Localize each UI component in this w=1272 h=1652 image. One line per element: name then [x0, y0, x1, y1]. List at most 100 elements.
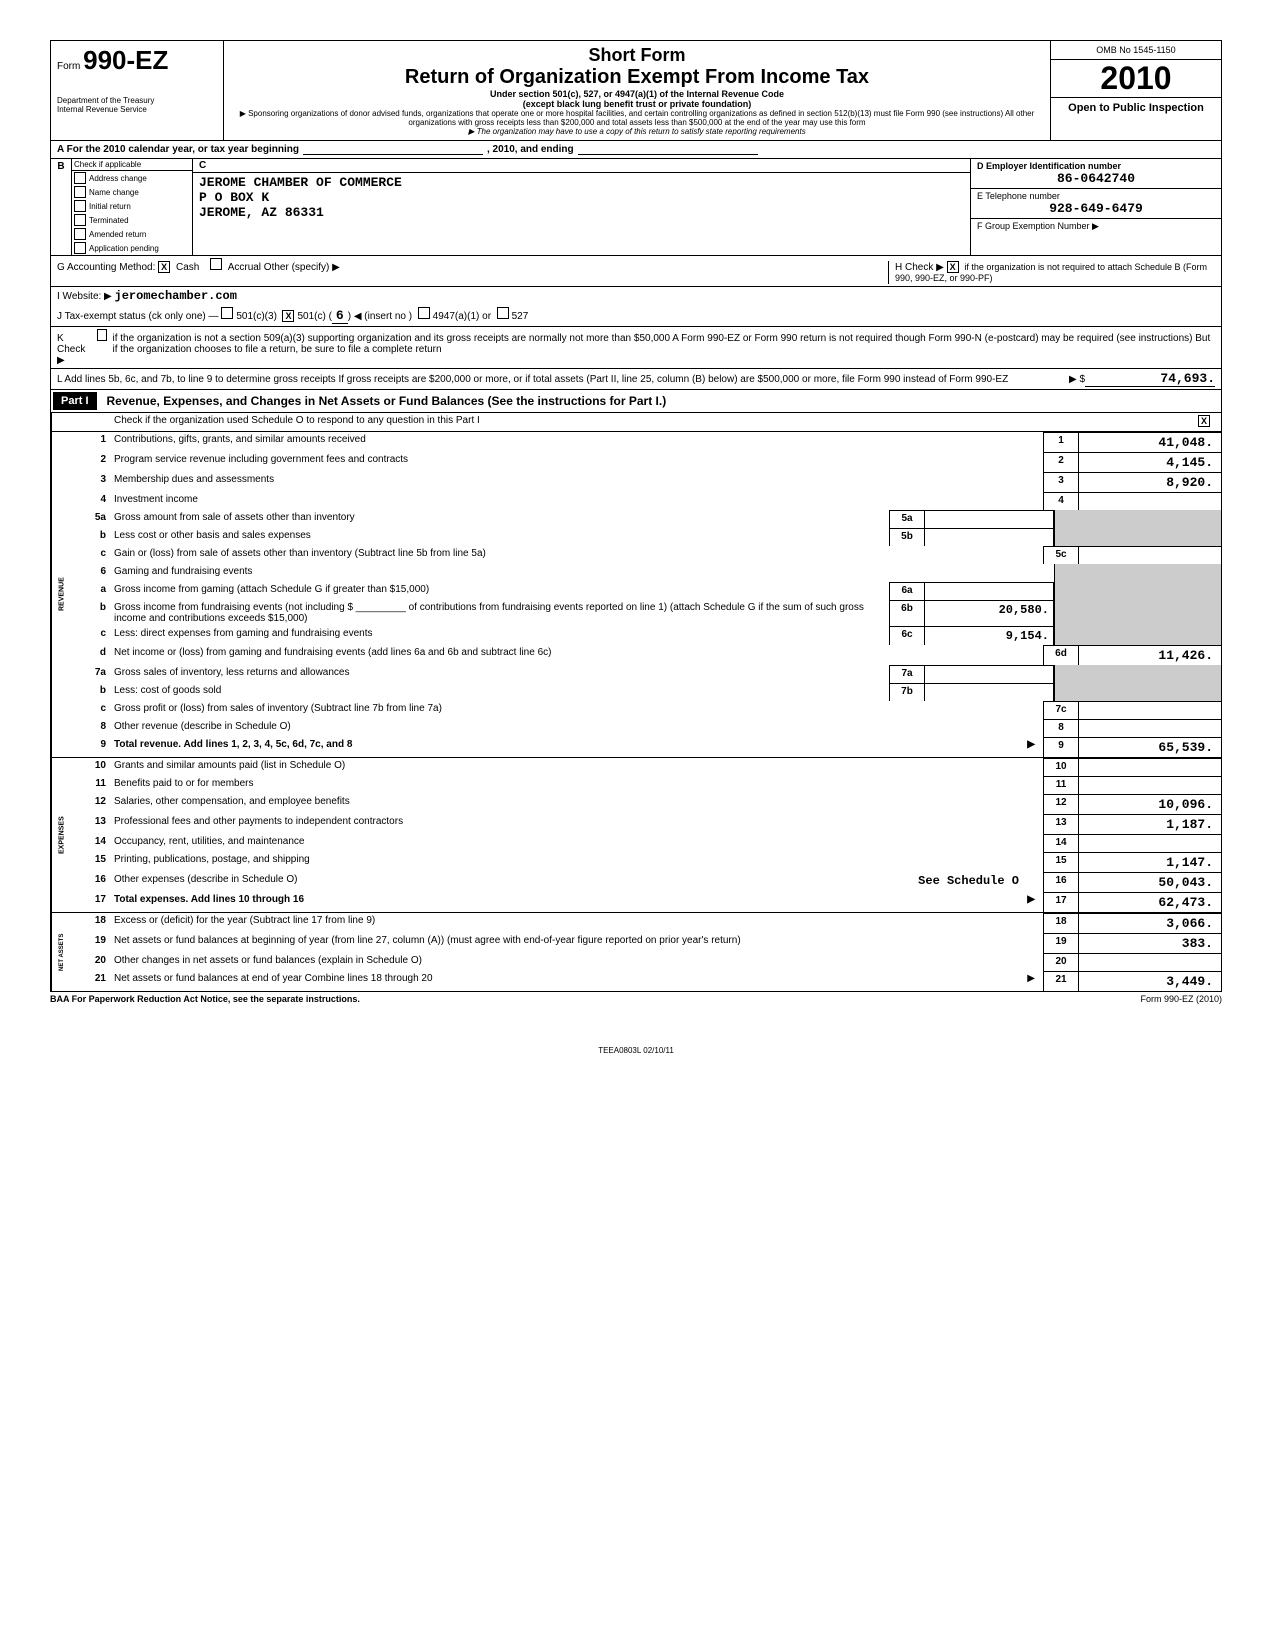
- org-addr: P O BOX K: [199, 190, 964, 205]
- check-501c3[interactable]: [221, 307, 233, 319]
- right-value: [1079, 758, 1221, 776]
- right-number: 4: [1043, 492, 1079, 510]
- check-k[interactable]: [97, 329, 107, 341]
- table-row: 11Benefits paid to or for members11: [72, 776, 1221, 794]
- line-number: 17: [72, 892, 110, 912]
- right-value: [1079, 546, 1221, 564]
- check-accrual[interactable]: [210, 258, 222, 270]
- line-number: 10: [72, 758, 110, 776]
- line-j: J Tax-exempt status (ck only one) — 501(…: [50, 305, 1222, 327]
- right-number: 7c: [1043, 701, 1079, 719]
- mid-number: 6b: [889, 600, 925, 626]
- checks-column: Check if applicable Address change Name …: [72, 159, 193, 255]
- dept-irs: Internal Revenue Service: [57, 105, 217, 114]
- line-desc: Gross sales of inventory, less returns a…: [110, 665, 889, 683]
- right-value: [1079, 776, 1221, 794]
- line-h: H Check ▶: [895, 262, 944, 273]
- page-footer: BAA For Paperwork Reduction Act Notice, …: [50, 992, 1222, 1006]
- header-center: Short Form Return of Organization Exempt…: [224, 41, 1051, 140]
- right-info: D Employer Identification number 86-0642…: [970, 159, 1221, 255]
- right-value: 11,426.: [1079, 645, 1221, 665]
- line-desc: Grants and similar amounts paid (list in…: [110, 758, 1043, 776]
- table-row: 15Printing, publications, postage, and s…: [72, 852, 1221, 872]
- check-4947[interactable]: [418, 307, 430, 319]
- table-row: 16Other expenses (describe in Schedule O…: [72, 872, 1221, 892]
- line-number: 2: [72, 452, 110, 472]
- right-number: 8: [1043, 719, 1079, 737]
- check-part1-o[interactable]: X: [1198, 415, 1210, 427]
- line-desc: Gross income from gaming (attach Schedul…: [110, 582, 889, 600]
- check-name[interactable]: [74, 186, 86, 198]
- mid-number: 7a: [889, 665, 925, 683]
- table-row: 5aGross amount from sale of assets other…: [72, 510, 1221, 528]
- d-label: D Employer Identification number: [977, 161, 1215, 171]
- table-row: 21Net assets or fund balances at end of …: [72, 971, 1221, 991]
- open-to-public: Open to Public Inspection: [1051, 97, 1221, 118]
- line-number: b: [72, 683, 110, 701]
- right-value: [1079, 719, 1221, 737]
- title-return: Return of Organization Exempt From Incom…: [232, 66, 1042, 89]
- check-527[interactable]: [497, 307, 509, 319]
- table-row: 4Investment income4: [72, 492, 1221, 510]
- line-number: 4: [72, 492, 110, 510]
- line-number: 14: [72, 834, 110, 852]
- right-number: 10: [1043, 758, 1079, 776]
- right-value: 50,043.: [1079, 872, 1221, 892]
- expenses-label: EXPENSES: [51, 758, 72, 912]
- right-value: [1079, 701, 1221, 719]
- line-desc: Other revenue (describe in Schedule O): [110, 719, 1043, 737]
- table-row: 7aGross sales of inventory, less returns…: [72, 665, 1221, 683]
- form-prefix: Form: [57, 61, 80, 72]
- section-bcdef: B Check if applicable Address change Nam…: [50, 159, 1222, 256]
- check-pending[interactable]: [74, 242, 86, 254]
- line-desc: Occupancy, rent, utilities, and maintena…: [110, 834, 1043, 852]
- right-number: 18: [1043, 913, 1079, 933]
- revenue-label: REVENUE: [51, 432, 72, 757]
- check-h[interactable]: X: [947, 261, 959, 273]
- mid-value: [925, 510, 1054, 528]
- right-number: 11: [1043, 776, 1079, 794]
- line-number: c: [72, 701, 110, 719]
- right-value: 8,920.: [1079, 472, 1221, 492]
- line-desc: Benefits paid to or for members: [110, 776, 1043, 794]
- website: jeromechamber.com: [115, 289, 237, 303]
- line-number: 21: [72, 971, 110, 991]
- table-row: cGain or (loss) from sale of assets othe…: [72, 546, 1221, 564]
- part1-table: Check if the organization used Schedule …: [50, 413, 1222, 992]
- footer-right: Form 990-EZ (2010): [1140, 994, 1222, 1004]
- right-value: 383.: [1079, 933, 1221, 953]
- table-row: cLess: direct expenses from gaming and f…: [72, 626, 1221, 645]
- line-a-left: A For the 2010 calendar year, or tax yea…: [57, 144, 299, 155]
- check-address[interactable]: [74, 172, 86, 184]
- check-initial[interactable]: [74, 200, 86, 212]
- table-row: dNet income or (loss) from gaming and fu…: [72, 645, 1221, 665]
- line-number: 9: [72, 737, 110, 757]
- line-desc: Less cost or other basis and sales expen…: [110, 528, 889, 546]
- ein: 86-0642740: [977, 171, 1215, 186]
- check-501c[interactable]: X: [282, 310, 294, 322]
- phone: 928-649-6479: [977, 201, 1215, 216]
- line-desc: Gross profit or (loss) from sales of inv…: [110, 701, 1043, 719]
- mid-value: 20,580.: [925, 600, 1054, 626]
- check-terminated[interactable]: [74, 214, 86, 226]
- header-right: OMB No 1545-1150 2010 Open to Public Ins…: [1051, 41, 1221, 140]
- table-row: bGross income from fundraising events (n…: [72, 600, 1221, 626]
- line-i: I Website: ▶ jeromechamber.com: [50, 287, 1222, 305]
- table-row: 20Other changes in net assets or fund ba…: [72, 953, 1221, 971]
- line-l-value: 74,693.: [1085, 371, 1215, 387]
- line-desc: Salaries, other compensation, and employ…: [110, 794, 1043, 814]
- table-row: 19Net assets or fund balances at beginni…: [72, 933, 1221, 953]
- line-desc: Less: direct expenses from gaming and fu…: [110, 626, 889, 645]
- line-desc: Less: cost of goods sold: [110, 683, 889, 701]
- line-desc: Contributions, gifts, grants, and simila…: [110, 432, 1043, 452]
- tax-year: 2010: [1051, 60, 1221, 97]
- line-desc: Investment income: [110, 492, 1043, 510]
- table-row: 9Total revenue. Add lines 1, 2, 3, 4, 5c…: [72, 737, 1221, 757]
- table-row: aGross income from gaming (attach Schedu…: [72, 582, 1221, 600]
- line-number: 1: [72, 432, 110, 452]
- net-label: NET ASSETS: [51, 913, 72, 991]
- check-cash[interactable]: X: [158, 261, 170, 273]
- check-amended[interactable]: [74, 228, 86, 240]
- part1-title: Revenue, Expenses, and Changes in Net As…: [99, 394, 675, 408]
- table-row: 3Membership dues and assessments38,920.: [72, 472, 1221, 492]
